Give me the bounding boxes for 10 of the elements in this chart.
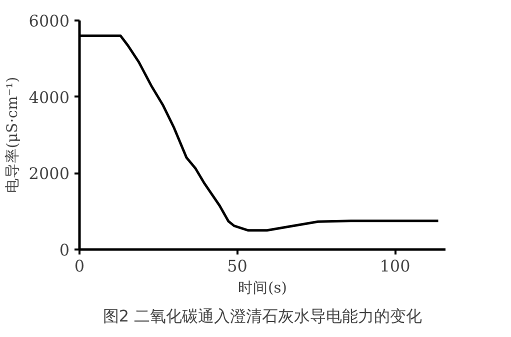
- y-tick-label: 0: [59, 240, 70, 260]
- x-tick-label: 0: [74, 256, 85, 276]
- y-tick-label: 6000: [28, 12, 70, 30]
- y-tick-label: 2000: [28, 164, 70, 184]
- y-tick-label: 4000: [28, 88, 70, 107]
- x-tick-label: 100: [380, 256, 410, 276]
- text: 图2 二氧化碳通入澄清石灰水导电能力的变化: [102, 306, 422, 326]
- x-axis-title: 时间(s): [238, 280, 287, 296]
- x-tick-label: 50: [227, 256, 248, 276]
- y-axis-title: 电导率(μS·cm⁻¹): [4, 76, 21, 194]
